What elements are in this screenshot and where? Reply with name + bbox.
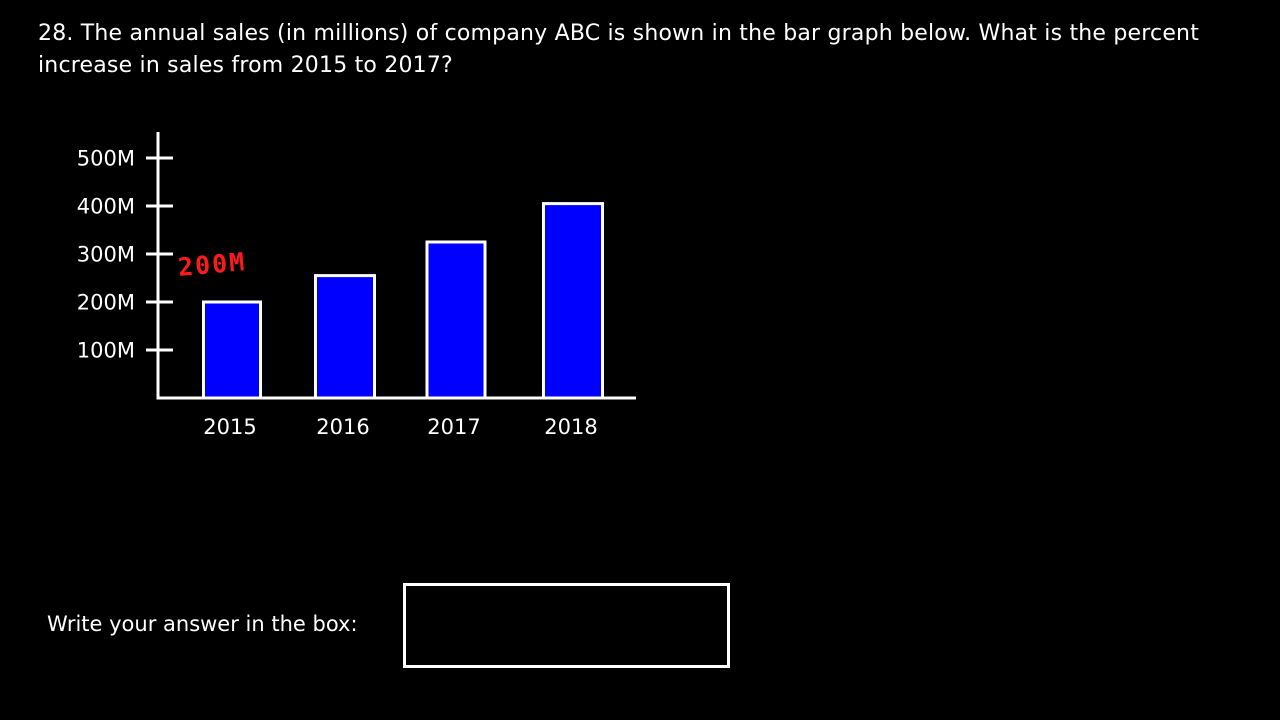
bar-2018 bbox=[542, 202, 604, 400]
chart-bars bbox=[202, 202, 604, 400]
chart-axes bbox=[156, 132, 636, 400]
question-text: 28. The annual sales (in millions) of co… bbox=[38, 21, 1200, 78]
y-tick-label: 400M bbox=[77, 195, 135, 219]
bar-2017 bbox=[425, 240, 487, 400]
x-tick-label: 2017 bbox=[427, 415, 480, 439]
x-tick-labels: 2015 2016 2017 2018 bbox=[203, 415, 597, 439]
bar-2015 bbox=[202, 300, 262, 400]
handwritten-annotation-2015: 200M bbox=[176, 247, 248, 282]
x-tick-label: 2016 bbox=[316, 415, 369, 439]
x-tick-label: 2015 bbox=[203, 415, 256, 439]
bar-2016 bbox=[314, 274, 376, 400]
y-tick-label: 300M bbox=[77, 243, 135, 267]
y-tick-label: 500M bbox=[77, 147, 135, 171]
x-tick-label: 2018 bbox=[544, 415, 597, 439]
y-tick-label: 100M bbox=[77, 339, 135, 363]
y-tick-label: 200M bbox=[77, 291, 135, 315]
answer-input[interactable] bbox=[403, 583, 730, 668]
y-ticks: 100M 200M 300M 400M 500M bbox=[77, 147, 173, 363]
answer-label: Write your answer in the box: bbox=[47, 612, 358, 636]
